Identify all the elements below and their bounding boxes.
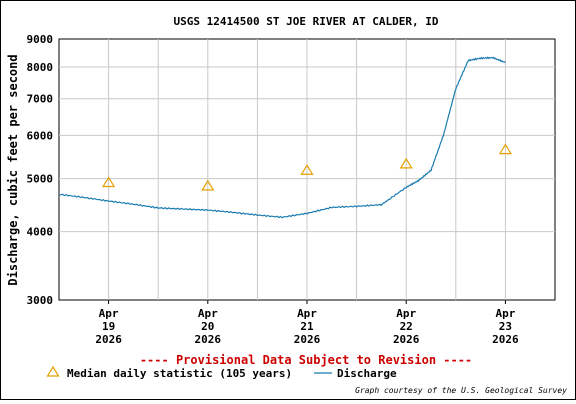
x-tick-label: 22 xyxy=(400,320,413,333)
x-tick-label: 2026 xyxy=(492,333,519,346)
x-tick-label: 21 xyxy=(300,320,314,333)
y-tick-label: 3000 xyxy=(27,294,54,307)
y-tick-label: 6000 xyxy=(27,129,54,142)
x-tick-label: Apr xyxy=(198,307,218,320)
median-marker xyxy=(300,164,314,175)
x-tick-label: Apr xyxy=(297,307,317,320)
median-marker xyxy=(102,176,116,188)
y-tick-label: 5000 xyxy=(27,173,54,186)
x-tick-label: Apr xyxy=(99,307,119,320)
chart-title: USGS 12414500 ST JOE RIVER AT CALDER, ID xyxy=(174,15,439,28)
x-tick-label: 19 xyxy=(102,320,115,333)
grid-lines xyxy=(59,39,555,300)
y-tick-label: 7000 xyxy=(27,93,54,106)
x-tick-label: 23 xyxy=(499,320,512,333)
x-tick-label: 2026 xyxy=(95,333,122,346)
y-tick-label: 8000 xyxy=(27,61,54,74)
x-tick-label: 20 xyxy=(201,320,214,333)
x-tick-label: Apr xyxy=(495,307,515,320)
legend-discharge-label: Discharge xyxy=(337,367,397,380)
y-tick-label: 9000 xyxy=(27,33,54,46)
legend-triangle-icon xyxy=(46,365,60,377)
y-axis-label: Discharge, cubic feet per second xyxy=(6,54,20,285)
x-tick-label: 2026 xyxy=(393,333,420,346)
provisional-notice: ---- Provisional Data Subject to Revisio… xyxy=(140,353,472,367)
x-tick-label: 2026 xyxy=(195,333,222,346)
x-tick-label: Apr xyxy=(396,307,416,320)
x-tick-label: 2026 xyxy=(294,333,321,346)
legend-median-label: Median daily statistic (105 years) xyxy=(67,367,292,380)
y-axis-ticks: 3000 4000 5000 6000 7000 8000 9000 xyxy=(27,33,54,307)
median-marker xyxy=(201,179,215,191)
y-tick-label: 4000 xyxy=(27,226,54,239)
x-axis-ticks: Apr192026Apr202026Apr212026Apr222026Apr2… xyxy=(95,300,519,346)
discharge-line xyxy=(58,56,506,219)
median-marker xyxy=(399,157,413,169)
median-marker xyxy=(498,143,512,155)
series-layer xyxy=(58,56,512,219)
credit-text: Graph courtesy of the U.S. Geological Su… xyxy=(355,386,567,395)
legend: Median daily statistic (105 years) Disch… xyxy=(46,365,397,380)
